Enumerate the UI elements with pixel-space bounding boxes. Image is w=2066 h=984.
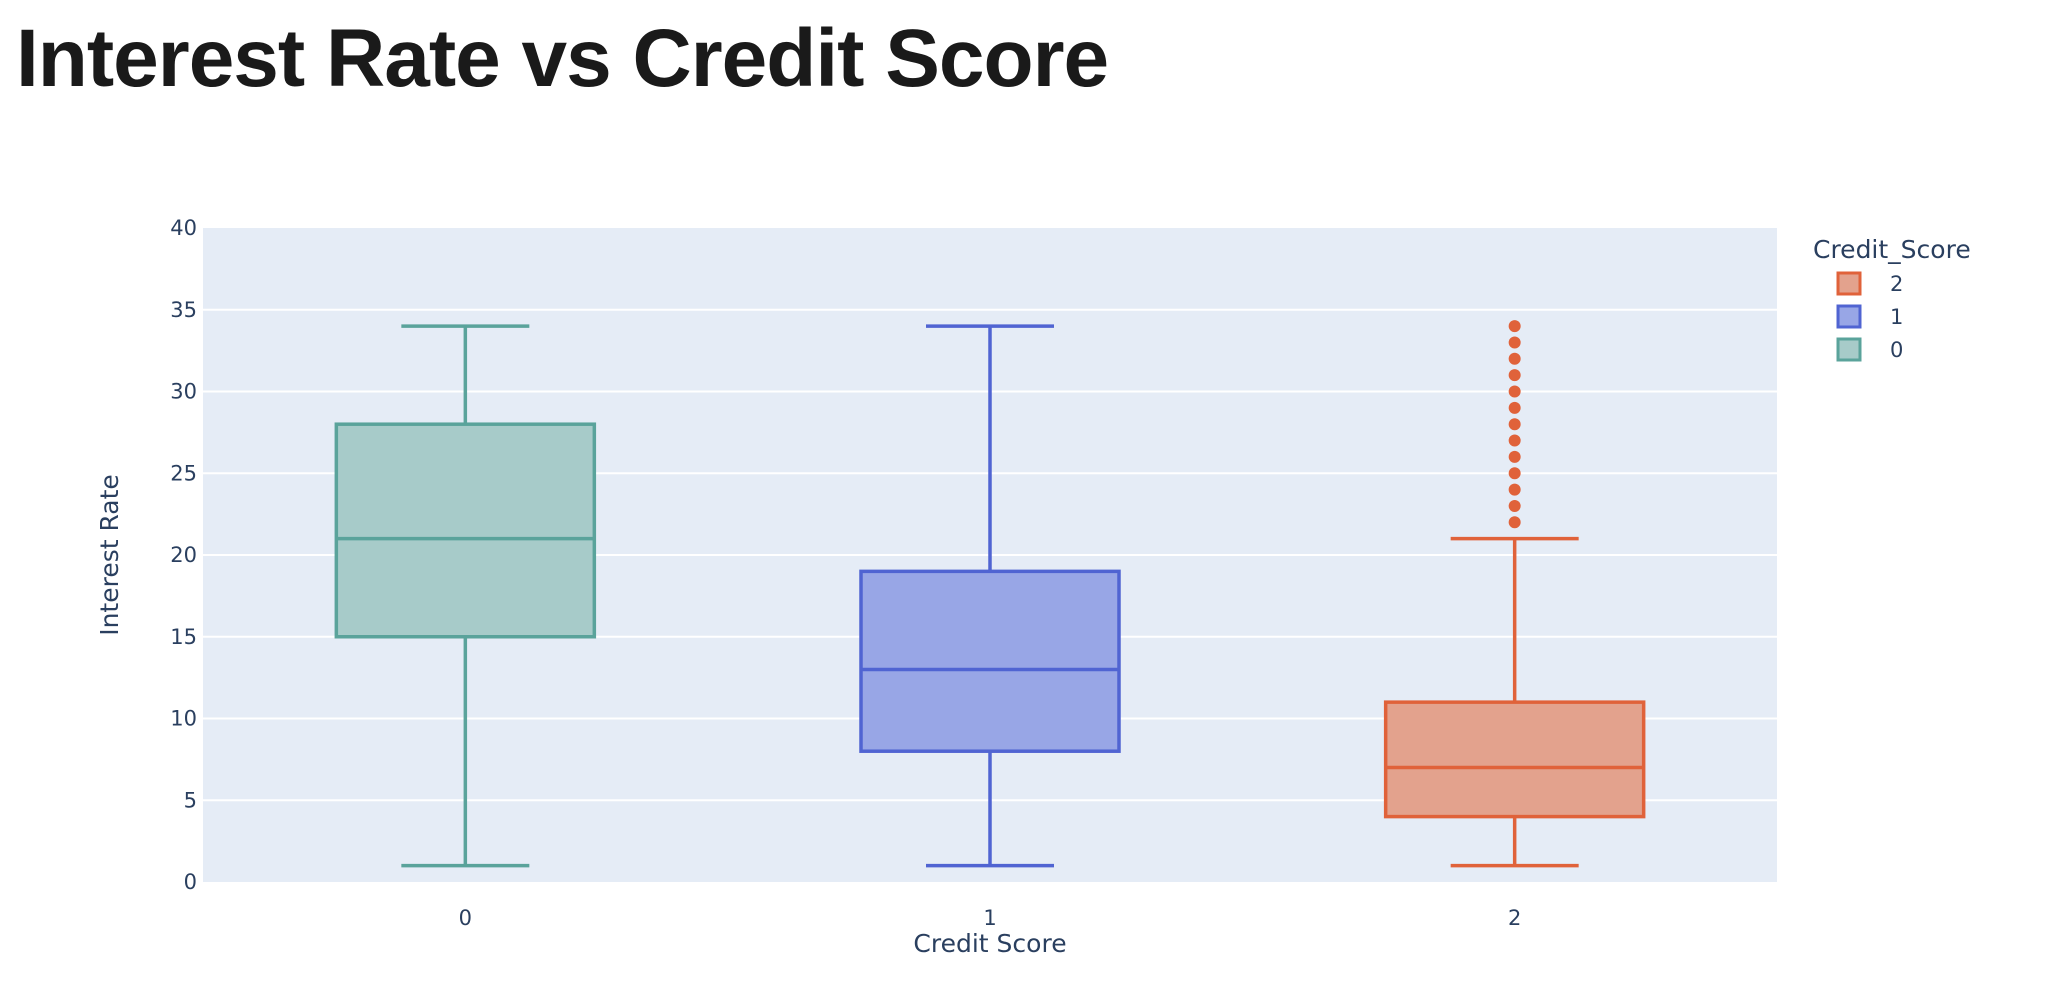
x-tick-label: 2: [1508, 906, 1521, 930]
outlier-point: [1508, 401, 1521, 414]
legend-swatch: [1836, 271, 1862, 296]
y-tick-label: 20: [170, 543, 197, 567]
legend-item-2[interactable]: 2: [1836, 271, 1903, 296]
outlier-point: [1508, 352, 1521, 365]
boxes: [334, 320, 1646, 868]
legend-swatch: [1836, 304, 1862, 329]
outlier-point: [1508, 385, 1521, 398]
outlier-point: [1508, 418, 1521, 431]
legend-swatch: [1836, 337, 1862, 362]
legend-label: 2: [1890, 272, 1903, 296]
y-tick-label: 15: [170, 625, 197, 649]
x-axis-title: Credit Score: [913, 929, 1066, 958]
outlier-point: [1508, 336, 1521, 349]
iqr-box: [859, 569, 1121, 753]
y-tick-label: 40: [170, 216, 197, 240]
outlier-point: [1508, 467, 1521, 480]
y-tick-label: 30: [170, 380, 197, 404]
iqr-box: [1383, 700, 1646, 819]
iqr-box: [334, 422, 597, 639]
box-0: [334, 324, 597, 868]
legend-item-1[interactable]: 1: [1836, 304, 1903, 329]
outlier-point: [1508, 499, 1521, 512]
y-tick-label: 10: [170, 707, 197, 731]
y-tick-label: 35: [170, 298, 197, 322]
legend-title: Credit_Score: [1813, 235, 1971, 264]
outlier-point: [1508, 320, 1521, 333]
x-tick-label: 0: [459, 906, 472, 930]
legend-label: 1: [1890, 305, 1903, 329]
y-axis: 0 5 10 15 20 25 30 35 40: [170, 216, 197, 894]
y-tick-label: 25: [170, 461, 197, 485]
outlier-point: [1508, 434, 1521, 447]
page-title: Interest Rate vs Credit Score: [16, 13, 1109, 104]
y-tick-label: 0: [184, 870, 197, 894]
legend-item-0[interactable]: 0: [1836, 337, 1903, 362]
x-tick-label: 1: [983, 906, 996, 930]
outlier-point: [1508, 483, 1521, 496]
box-2: [1383, 320, 1646, 868]
legend-label: 0: [1890, 338, 1903, 362]
legend[interactable]: Credit_Score 2 1 0: [1813, 235, 1971, 362]
outlier-point: [1508, 450, 1521, 463]
box-1: [859, 324, 1121, 868]
y-tick-label: 5: [184, 788, 197, 812]
outlier-point: [1508, 516, 1521, 529]
outlier-point: [1508, 369, 1521, 382]
x-axis: 0 1 2: [459, 906, 1522, 930]
y-axis-title: Interest Rate: [95, 474, 124, 636]
